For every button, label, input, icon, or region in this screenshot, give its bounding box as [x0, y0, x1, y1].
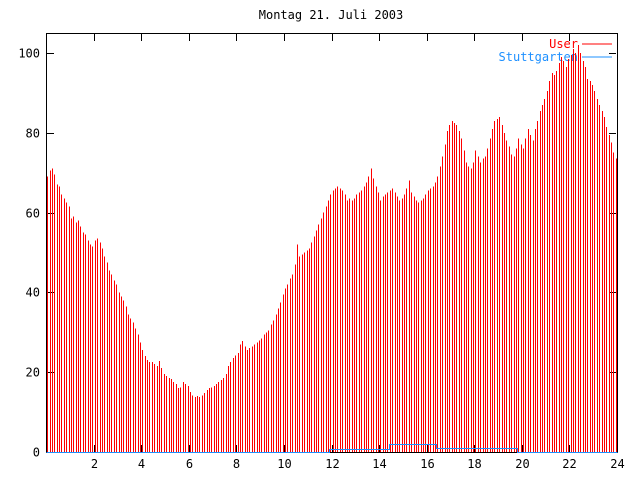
y-tick-label: 100: [18, 47, 40, 61]
x-tick-label: 10: [277, 457, 291, 471]
x-tick-label: 6: [186, 457, 193, 471]
stuttgarten-series: [46, 444, 618, 453]
x-tick-label: 12: [325, 457, 339, 471]
y-tick-label: 0: [33, 446, 40, 460]
y-tick-label: 40: [26, 286, 40, 300]
y-tick-label: 80: [26, 127, 40, 141]
x-tick-label: 4: [138, 457, 145, 471]
x-tick-label: 8: [233, 457, 240, 471]
legend-user-label: User: [549, 37, 578, 51]
x-tick-label: 22: [562, 457, 576, 471]
x-tick-label: 24: [610, 457, 624, 471]
legend-stuttgarten-label: Stuttgarten: [499, 50, 578, 64]
plot-border: [46, 33, 618, 453]
x-tick-label: 20: [515, 457, 529, 471]
chart-title: Montag 21. Juli 2003: [259, 8, 404, 22]
x-tick-label: 14: [372, 457, 386, 471]
stuttgarten-step-line: [46, 444, 618, 453]
y-tick-label: 20: [26, 366, 40, 380]
legend: User Stuttgarten: [499, 37, 612, 64]
y-tick-label: 60: [26, 207, 40, 221]
x-tick-label: 18: [467, 457, 481, 471]
x-tick-label: 2: [91, 457, 98, 471]
user-series: [47, 44, 617, 452]
x-tick-label: 16: [420, 457, 434, 471]
